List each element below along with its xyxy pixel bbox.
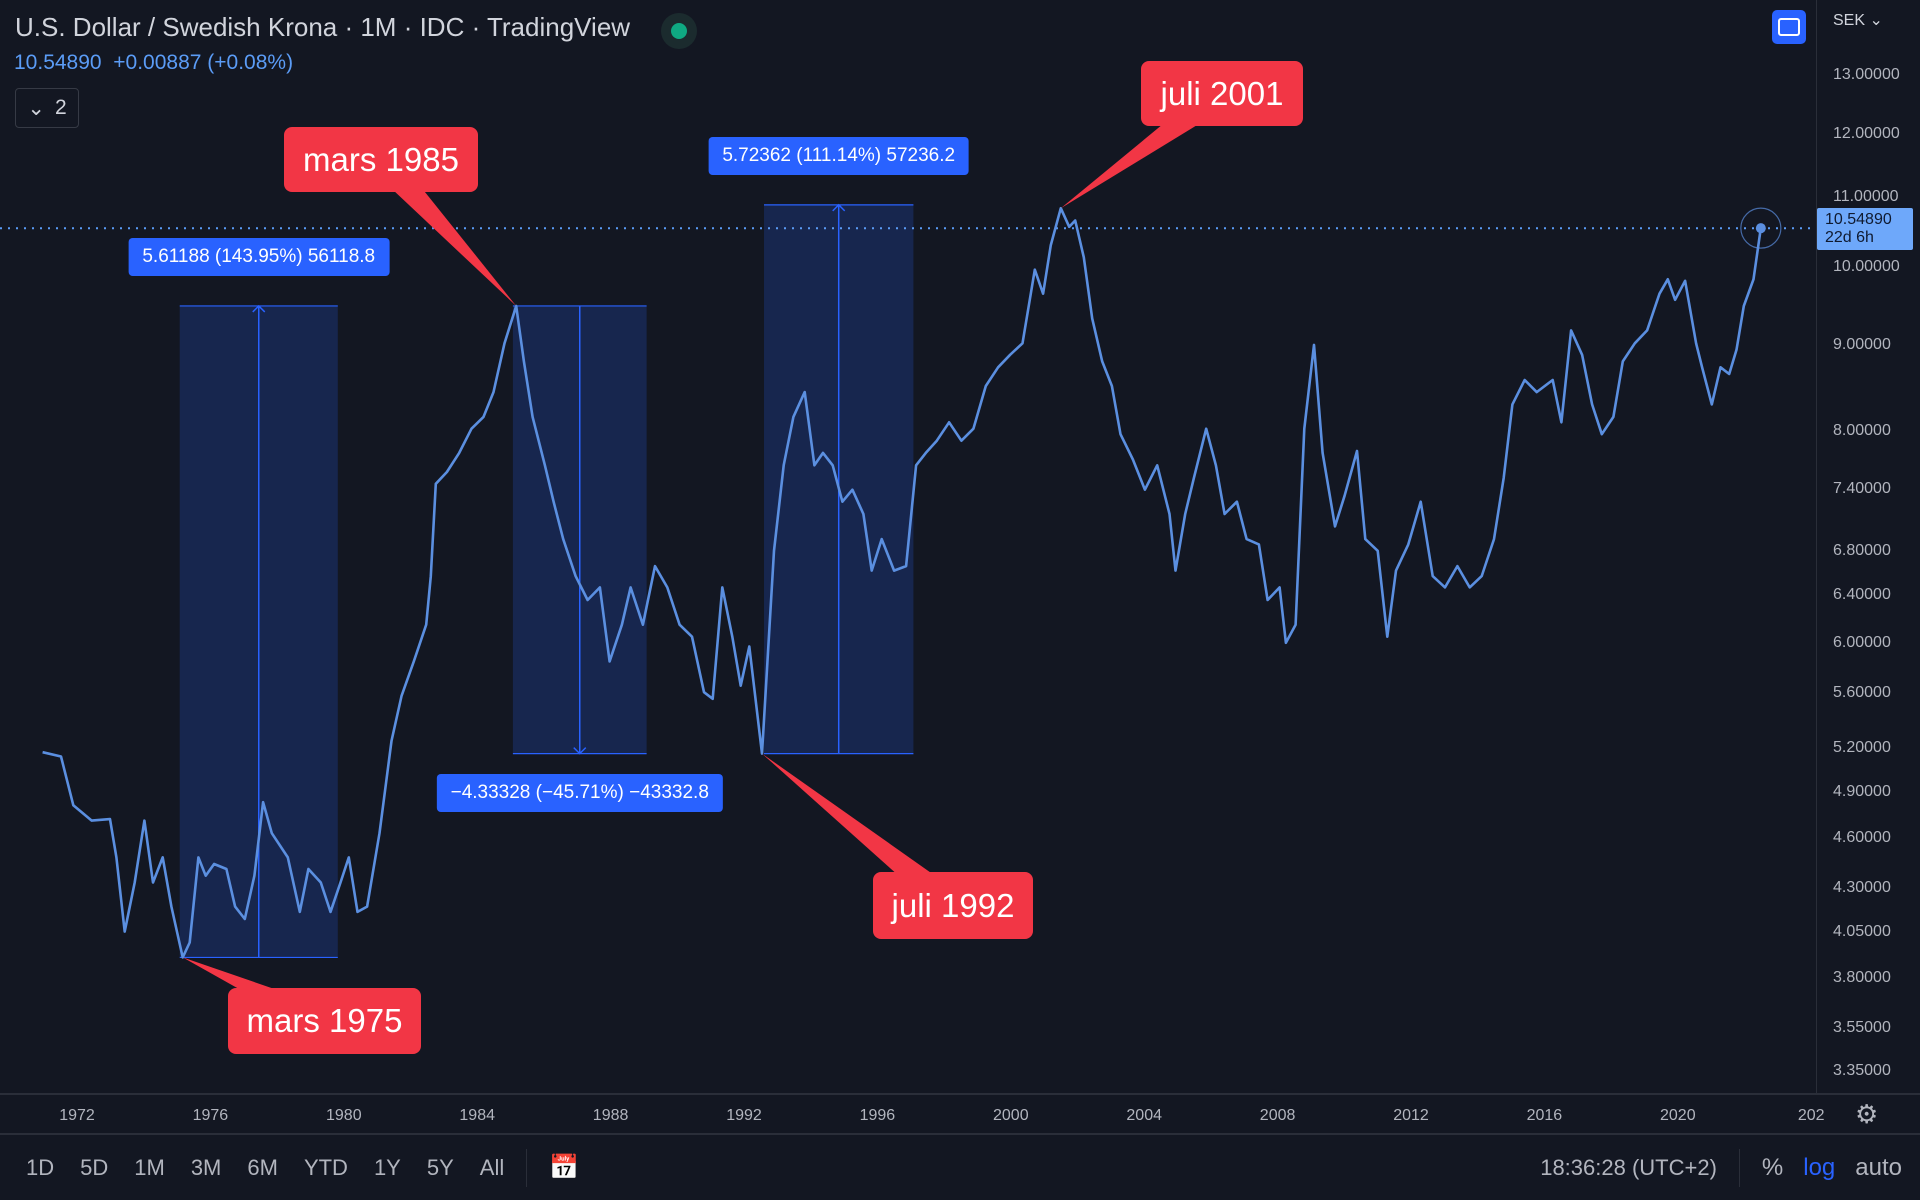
last-price: 10.54890 [14, 51, 102, 74]
price-tick: 6.40000 [1833, 586, 1891, 604]
indicators-toggle-button[interactable]: ⌄ 2 [15, 88, 79, 128]
price-tick: 3.35000 [1833, 1061, 1891, 1079]
log-scale-toggle[interactable]: log [1803, 1153, 1836, 1181]
range-button-3m[interactable]: 3M [190, 1154, 222, 1180]
percent-scale-toggle[interactable]: % [1761, 1153, 1784, 1181]
time-tick: 1984 [459, 1107, 495, 1124]
time-tick: 2008 [1259, 1107, 1296, 1124]
range-button-5d[interactable]: 5D [80, 1154, 109, 1180]
price-tick: 8.00000 [1833, 422, 1891, 440]
price-tick: 3.80000 [1833, 969, 1891, 987]
divider [526, 1148, 528, 1187]
settings-gear-icon[interactable]: ⚙ [1855, 1099, 1879, 1129]
price-tick: 4.60000 [1833, 829, 1891, 846]
range-button-ytd[interactable]: YTD [303, 1154, 348, 1180]
chevron-down-icon: ⌄ [1869, 12, 1883, 29]
measure-label: 5.72362 (111.14%) 57236.2 [708, 136, 970, 175]
measure-arrowhead [832, 203, 846, 212]
price-tick: 11.00000 [1833, 188, 1899, 206]
indicators-count: 2 [54, 96, 67, 119]
price-tick: 5.20000 [1833, 738, 1891, 756]
bottom-toolbar: 1D 5D 1M 3M 6M YTD 1Y 5Y All 📅 18:36:28 (UTC+2) … [0, 1135, 1920, 1200]
bar-countdown: 22d 6h [1825, 229, 1874, 247]
clock[interactable]: 18:36:28 (UTC+2) [1540, 1154, 1717, 1180]
auto-scale-toggle[interactable]: auto [1855, 1153, 1902, 1181]
measure-arrowhead [573, 747, 587, 755]
time-tick: 2004 [1126, 1107, 1162, 1124]
time-tick: 1980 [326, 1107, 362, 1124]
callout-label[interactable]: juli 2001 [1141, 61, 1303, 126]
divider [1738, 1148, 1740, 1187]
price-tick: 3.55000 [1833, 1019, 1891, 1037]
fullscreen-button[interactable] [1772, 10, 1806, 44]
price-tick: 12.00000 [1833, 124, 1900, 142]
time-tick: 1972 [59, 1107, 95, 1124]
price-tick: 4.90000 [1833, 782, 1891, 800]
time-tick: 202 [1797, 1107, 1825, 1124]
go-to-date-icon[interactable]: 📅 [549, 1154, 580, 1181]
range-button-5y[interactable]: 5Y [426, 1154, 454, 1180]
range-button-1y[interactable]: 1Y [373, 1154, 401, 1180]
fullscreen-icon [1778, 18, 1800, 36]
time-tick: 2016 [1526, 1107, 1563, 1124]
measure-label: −4.33328 (−45.71%) −43332.8 [436, 773, 723, 812]
time-axis[interactable]: ⚙ 1972 1976 1980 1984 1988 1992 1996 2000 2004 20… [0, 1093, 1920, 1135]
range-button-1d[interactable]: 1D [26, 1154, 55, 1180]
measure-arrowhead [252, 304, 266, 313]
callout-label[interactable]: juli 1992 [873, 872, 1033, 939]
callout-label[interactable]: mars 1985 [284, 127, 478, 192]
time-tick: 2000 [993, 1107, 1029, 1124]
symbol-title[interactable]: U.S. Dollar / Swedish Krona · 1M · IDC ·… [15, 12, 631, 42]
range-button-all[interactable]: All [479, 1154, 505, 1180]
price-tick: 5.60000 [1833, 684, 1891, 702]
price-tick: 13.00000 [1833, 65, 1900, 83]
market-status-icon [661, 13, 697, 49]
range-button-6m[interactable]: 6M [247, 1154, 278, 1180]
last-price-label: 10.54890 22d 6h [1817, 208, 1913, 251]
price-tick: 4.05000 [1833, 922, 1891, 940]
price-line [42, 206, 1763, 959]
price-tick: 6.80000 [1833, 541, 1891, 559]
price-change: +0.00887 (+0.08%) [113, 51, 294, 74]
price-tick: 9.00000 [1833, 335, 1891, 353]
chevron-down-icon: ⌄ [27, 96, 45, 120]
time-tick: 1996 [859, 1107, 896, 1124]
time-tick: 1992 [726, 1107, 762, 1124]
time-tick: 2020 [1660, 1107, 1696, 1124]
price-axis[interactable]: SEK ⌄ 13.00000 12.00000 11.00000 10.00000 9.… [1816, 0, 1920, 1093]
price-tick: 7.40000 [1833, 479, 1891, 497]
time-tick: 1976 [192, 1107, 229, 1124]
last-point-dot [1755, 223, 1766, 234]
price-tick: 10.00000 [1833, 258, 1900, 276]
range-button-1m[interactable]: 1M [134, 1154, 165, 1180]
time-tick: 2012 [1393, 1107, 1429, 1124]
time-tick: 1988 [592, 1107, 629, 1124]
measure-label: 5.61188 (143.95%) 56118.8 [128, 237, 390, 276]
price-tick: 4.30000 [1833, 878, 1891, 896]
callout-label[interactable]: mars 1975 [228, 988, 421, 1054]
last-point-ring [1740, 207, 1782, 249]
price-tick: 6.00000 [1833, 633, 1891, 651]
price-readout: 10.54890 +0.00887 (+0.08%) [14, 51, 293, 75]
currency-selector[interactable]: SEK ⌄ [1833, 12, 1883, 29]
